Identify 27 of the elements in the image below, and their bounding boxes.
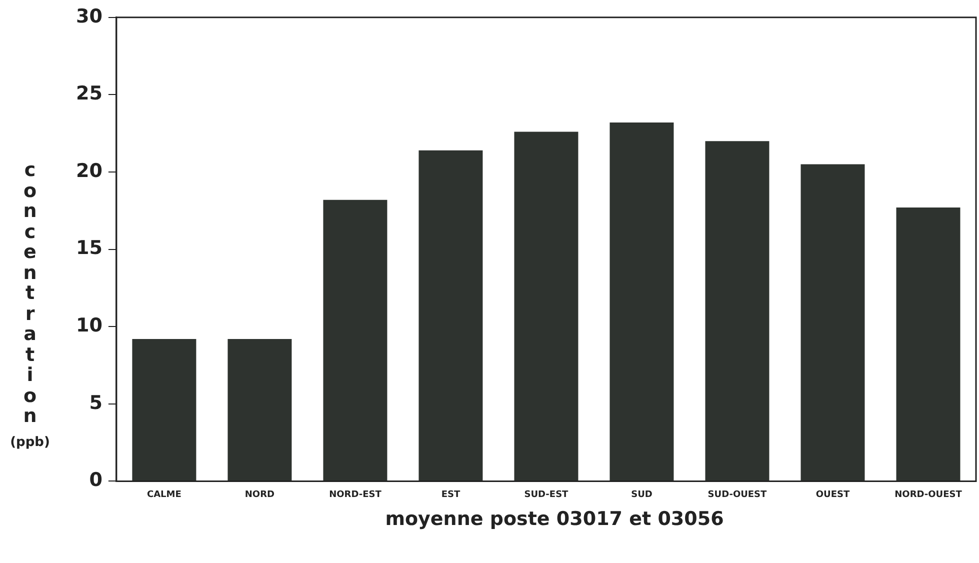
x-tick-label: SUD-OUEST	[708, 490, 768, 500]
bar	[323, 200, 388, 481]
x-tick-label: OUEST	[816, 490, 850, 500]
bar	[514, 132, 578, 481]
y-tick-label: 0	[89, 469, 102, 492]
y-tick-label: 10	[76, 314, 102, 337]
bar	[418, 150, 483, 481]
bar	[228, 338, 292, 481]
bar	[610, 122, 674, 481]
y-tick-label: 30	[76, 5, 102, 28]
x-tick-label: NORD-EST	[329, 490, 382, 500]
x-tick-label: EST	[441, 490, 461, 500]
text: concentration (ppb)	[10, 159, 50, 450]
x-tick-label: NORD-OUEST	[894, 490, 963, 500]
y-tick-label: 15	[76, 237, 102, 260]
x-tick-label: SUD-EST	[524, 490, 570, 500]
x-tick-label: NORD	[244, 490, 274, 500]
bar	[132, 338, 196, 481]
bar	[800, 164, 865, 481]
bar	[705, 141, 770, 481]
y-tick-label: 5	[89, 392, 102, 414]
x-tick-label: SUD	[631, 490, 652, 500]
bar	[896, 208, 960, 481]
y-tick-label: 20	[76, 160, 102, 182]
y-tick-label: 25	[76, 82, 102, 105]
x-axis-title: moyenne poste 03017 et 03056	[384, 508, 725, 530]
x-tick-label: CALME	[146, 490, 182, 500]
